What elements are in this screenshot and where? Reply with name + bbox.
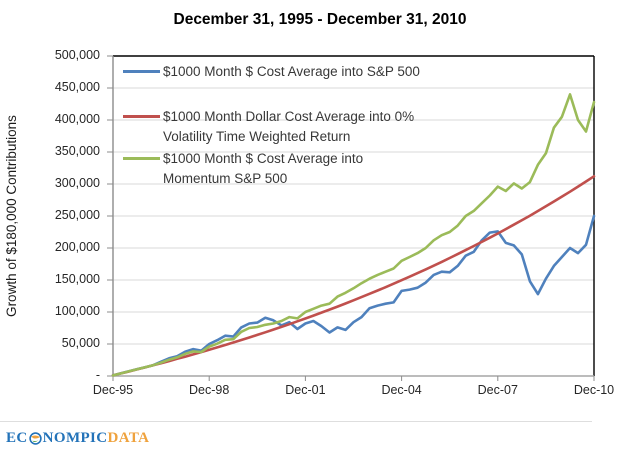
globe-icon: [28, 432, 42, 445]
y-tick-label: 350,000: [54, 144, 100, 158]
y-tick-label: 450,000: [54, 80, 100, 94]
series-sp500-line: [111, 214, 596, 377]
y-tick-label: 300,000: [54, 176, 100, 190]
y-tick-label: 150,000: [54, 272, 100, 286]
y-tick-label: 200,000: [54, 240, 100, 254]
y-tick-label: 250,000: [54, 208, 100, 222]
logo-text-middle: NOMPIC: [42, 430, 108, 446]
logo-text-suffix: DATA: [107, 430, 150, 446]
x-tick-label: Dec-95: [92, 383, 134, 397]
x-tick-label: Dec-98: [189, 383, 230, 397]
y-tick-label: 400,000: [54, 112, 100, 126]
x-tick-label: Dec-10: [573, 383, 615, 397]
series-zero-vol-twr-line: [111, 175, 596, 377]
footer-divider: [0, 421, 592, 422]
y-tick-label: 500,000: [54, 48, 100, 62]
logo-text-prefix: EC: [6, 430, 28, 446]
x-tick-label: Dec-04: [381, 383, 422, 397]
x-tick-label: Dec-01: [285, 383, 326, 397]
x-tick-label: Dec-07: [477, 383, 518, 397]
chart-title: December 31, 1995 - December 31, 2010: [173, 11, 467, 28]
y-tick-label: 100,000: [54, 304, 100, 318]
econompic-logo: EC NOMPIC DATA: [6, 430, 149, 447]
y-tick-label: -: [95, 368, 100, 382]
y-tick-label: 50,000: [61, 336, 100, 350]
series-momentum-line: [111, 93, 596, 377]
